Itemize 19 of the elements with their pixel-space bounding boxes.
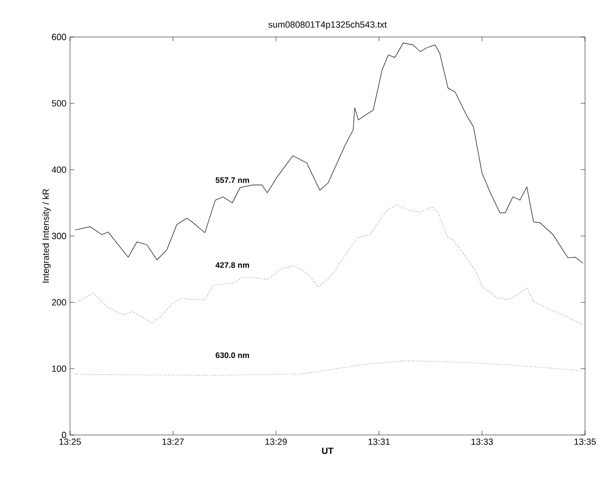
y-axis-title: Integrated Intensity / kR xyxy=(42,189,51,283)
x-tick-label: 13:33 xyxy=(471,438,493,445)
chart-title: sum080801T4p1325ch543.txt xyxy=(268,21,387,30)
x-axis-title: UT xyxy=(322,448,334,454)
x-tick-label: 13:35 xyxy=(574,438,596,445)
y-tick-label: 200 xyxy=(52,299,66,306)
line-series xyxy=(74,360,582,376)
y-tick-label: 400 xyxy=(52,166,66,173)
x-tick-label: 13:29 xyxy=(265,438,287,445)
x-tick-label: 13:31 xyxy=(368,438,390,445)
y-tick-label: 600 xyxy=(52,34,66,40)
y-tick-label: 0 xyxy=(62,432,66,438)
x-tick-label: 13:27 xyxy=(162,438,184,445)
y-tick-label: 100 xyxy=(52,365,66,372)
line-series xyxy=(74,42,584,264)
y-tick-label: 300 xyxy=(52,232,66,240)
line-series xyxy=(74,204,584,326)
y-tick-label: 500 xyxy=(52,100,66,106)
x-tick-label: 13:25 xyxy=(59,438,81,445)
